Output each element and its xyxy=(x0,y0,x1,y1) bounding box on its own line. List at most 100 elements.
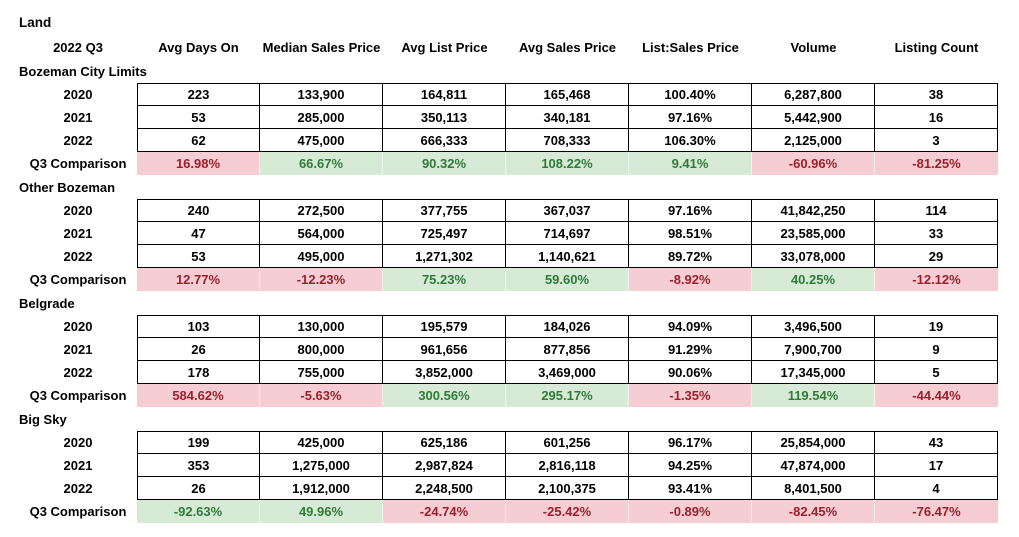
data-cell: 133,900 xyxy=(260,83,383,106)
comparison-cell: -81.25% xyxy=(875,152,998,175)
table-row: 2020 240 272,500 377,755 367,037 97.16% 41,842… xyxy=(19,199,1017,222)
data-cell: 353 xyxy=(137,454,260,477)
data-cell: 94.09% xyxy=(629,315,752,338)
comparison-cell: 12.77% xyxy=(137,268,260,291)
year-label: 2021 xyxy=(63,226,93,241)
comparison-cell: -92.63% xyxy=(137,500,260,523)
comparison-cell: 49.96% xyxy=(260,500,383,523)
comparison-row: Q3 Comparison 12.77% -12.23% 75.23% 59.60% -8… xyxy=(19,268,1017,291)
year-label: 2021 xyxy=(63,458,93,473)
table-row: 2020 223 133,900 164,811 165,468 100.40% 6,287… xyxy=(19,83,1017,106)
data-cell: 1,271,302 xyxy=(383,245,506,268)
data-cell: 33 xyxy=(875,222,998,245)
section-title-belgrade: Belgrade xyxy=(19,296,75,311)
comparison-cell: -60.96% xyxy=(752,152,875,175)
data-cell: 3,852,000 xyxy=(383,361,506,384)
data-cell: 708,333 xyxy=(506,129,629,152)
table-row: 2020 199 425,000 625,186 601,256 96.17% 25,854… xyxy=(19,431,1017,454)
data-cell: 47,874,000 xyxy=(752,454,875,477)
comparison-cell: 108.22% xyxy=(506,152,629,175)
data-cell: 2,816,118 xyxy=(506,454,629,477)
section-title-bozeman-city-limits: Bozeman City Limits xyxy=(19,64,147,79)
data-cell: 96.17% xyxy=(629,431,752,454)
table-row: 2022 26 1,912,000 2,248,500 2,100,375 93.41% 8… xyxy=(19,477,1017,500)
data-cell: 800,000 xyxy=(260,338,383,361)
table-row: 2021 47 564,000 725,497 714,697 98.51% 23,585,… xyxy=(19,222,1017,245)
data-cell: 564,000 xyxy=(260,222,383,245)
data-cell: 90.06% xyxy=(629,361,752,384)
page-title: Land xyxy=(19,15,52,30)
comparison-row: Q3 Comparison -92.63% 49.96% -24.74% -25.42%… xyxy=(19,500,1017,523)
data-cell: 272,500 xyxy=(260,199,383,222)
comparison-cell: 40.25% xyxy=(752,268,875,291)
comparison-cell: 90.32% xyxy=(383,152,506,175)
data-cell: 33,078,000 xyxy=(752,245,875,268)
comparison-cell: 59.60% xyxy=(506,268,629,291)
column-header: Listing Count xyxy=(894,39,979,55)
data-cell: 350,113 xyxy=(383,106,506,129)
data-cell: 62 xyxy=(137,129,260,152)
data-cell: 26 xyxy=(137,338,260,361)
market-report: Land 2022 Q3 Avg Days On Median Sales Pri… xyxy=(19,15,1017,523)
comparison-cell: 300.56% xyxy=(383,384,506,407)
data-cell: 16 xyxy=(875,106,998,129)
data-cell: 6,287,800 xyxy=(752,83,875,106)
column-header: Avg Days On xyxy=(158,39,239,55)
data-cell: 3,496,500 xyxy=(752,315,875,338)
data-cell: 340,181 xyxy=(506,106,629,129)
data-cell: 1,140,621 xyxy=(506,245,629,268)
comparison-cell: 75.23% xyxy=(383,268,506,291)
data-cell: 425,000 xyxy=(260,431,383,454)
year-label: 2022 xyxy=(63,249,93,264)
data-cell: 130,000 xyxy=(260,315,383,338)
data-cell: 114 xyxy=(875,199,998,222)
period-label: 2022 Q3 xyxy=(53,39,103,55)
comparison-cell: -82.45% xyxy=(752,500,875,523)
table-row: 2022 178 755,000 3,852,000 3,469,000 90.06% 17… xyxy=(19,361,1017,384)
year-label: 2021 xyxy=(63,342,93,357)
data-cell: 7,900,700 xyxy=(752,338,875,361)
data-cell: 5,442,900 xyxy=(752,106,875,129)
data-cell: 475,000 xyxy=(260,129,383,152)
data-cell: 199 xyxy=(137,431,260,454)
data-cell: 601,256 xyxy=(506,431,629,454)
data-cell: 94.25% xyxy=(629,454,752,477)
data-cell: 43 xyxy=(875,431,998,454)
comparison-cell: 295.17% xyxy=(506,384,629,407)
table-row: 2022 53 495,000 1,271,302 1,140,621 89.72% 33,… xyxy=(19,245,1017,268)
data-cell: 98.51% xyxy=(629,222,752,245)
data-cell: 17 xyxy=(875,454,998,477)
comparison-cell: 16.98% xyxy=(137,152,260,175)
section-other-bozeman: Other Bozeman 2020 240 272,500 377,755 367,03… xyxy=(19,176,1017,291)
year-label: 2020 xyxy=(63,319,93,334)
data-cell: 367,037 xyxy=(506,199,629,222)
column-header: Avg Sales Price xyxy=(518,39,617,55)
data-cell: 41,842,250 xyxy=(752,199,875,222)
data-cell: 2,248,500 xyxy=(383,477,506,500)
year-label: 2020 xyxy=(63,203,93,218)
data-cell: 91.29% xyxy=(629,338,752,361)
data-cell: 195,579 xyxy=(383,315,506,338)
data-cell: 625,186 xyxy=(383,431,506,454)
data-cell: 47 xyxy=(137,222,260,245)
data-cell: 666,333 xyxy=(383,129,506,152)
table-row: 2021 53 285,000 350,113 340,181 97.16% 5,442,9… xyxy=(19,106,1017,129)
data-cell: 3,469,000 xyxy=(506,361,629,384)
table-row: 2021 26 800,000 961,656 877,856 91.29% 7,900,7… xyxy=(19,338,1017,361)
comparison-cell: -76.47% xyxy=(875,500,998,523)
data-cell: 19 xyxy=(875,315,998,338)
data-cell: 2,100,375 xyxy=(506,477,629,500)
comparison-cell: -0.89% xyxy=(629,500,752,523)
comparison-label: Q3 Comparison xyxy=(29,388,127,403)
data-cell: 5 xyxy=(875,361,998,384)
comparison-cell: -5.63% xyxy=(260,384,383,407)
data-cell: 223 xyxy=(137,83,260,106)
data-cell: 3 xyxy=(875,129,998,152)
comparison-label: Q3 Comparison xyxy=(29,504,127,519)
comparison-cell: -8.92% xyxy=(629,268,752,291)
data-cell: 495,000 xyxy=(260,245,383,268)
comparison-row: Q3 Comparison 584.62% -5.63% 300.56% 295.17%… xyxy=(19,384,1017,407)
table-row: 2021 353 1,275,000 2,987,824 2,816,118 94.25%… xyxy=(19,454,1017,477)
data-cell: 25,854,000 xyxy=(752,431,875,454)
table-row: 2022 62 475,000 666,333 708,333 106.30% 2,125,… xyxy=(19,129,1017,152)
